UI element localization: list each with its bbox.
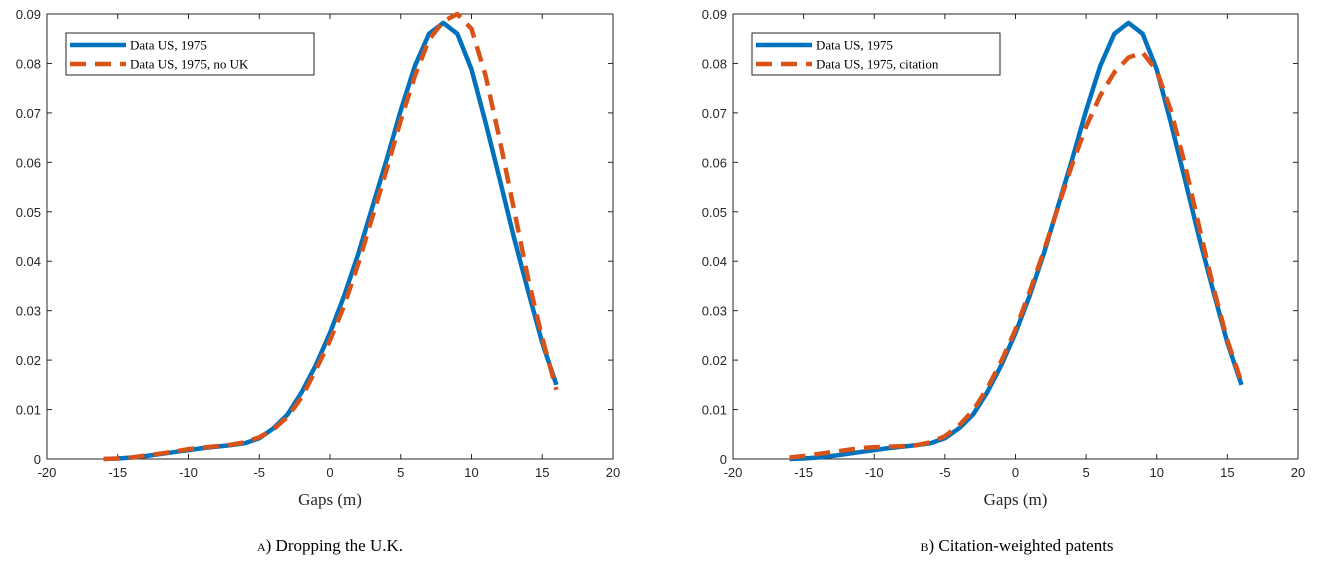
x-tick-label: 0 [1012,465,1019,480]
legend: Data US, 1975 Data US, 1975, no UK [65,32,315,76]
legend-label-1: Data US, 1975 [816,38,893,53]
y-tick-label: 0.05 [16,205,41,220]
legend-label-1: Data US, 1975 [130,38,207,53]
x-tick-label: 10 [1150,465,1164,480]
legend-box [751,32,1001,76]
y-tick-label: 0.09 [16,7,41,22]
x-tick-label: -5 [939,465,951,480]
legend-box [65,32,315,76]
y-tick-label: 0.07 [702,106,727,121]
y-tick-label: 0.04 [702,254,727,269]
x-tick-label: 20 [1291,465,1305,480]
y-tick-label: 0.07 [16,106,41,121]
y-tick-label: 0 [720,452,727,467]
x-tick-label: -20 [724,465,743,480]
y-tick-label: 0.01 [702,403,727,418]
y-tick-label: 0.05 [702,205,727,220]
panel-caption-label: a) [257,536,271,555]
x-tick-label: 20 [606,465,620,480]
x-tick-label: 10 [464,465,478,480]
panel-caption-text: Dropping the U.K. [271,536,403,555]
y-tick-label: 0.06 [16,155,41,170]
x-axis-label: Gaps (m) [984,490,1048,509]
y-tick-label: 0.06 [702,155,727,170]
y-tick-label: 0.03 [16,304,41,319]
y-tick-label: 0.02 [16,353,41,368]
y-tick-label: 0 [34,452,41,467]
y-tick-label: 0.08 [16,56,41,71]
x-tick-label: -15 [794,465,813,480]
y-tick-label: 0.04 [16,254,41,269]
legend: Data US, 1975 Data US, 1975, citation [751,32,1001,76]
y-tick-label: 0.01 [16,403,41,418]
x-tick-label: 15 [1220,465,1234,480]
legend-label-2: Data US, 1975, citation [816,57,939,72]
series-line-2 [789,50,1244,460]
y-tick-label: 0.09 [702,7,727,22]
panel-caption-text: Citation-weighted patents [934,536,1113,555]
plot-area [46,13,614,460]
x-tick-label: -5 [253,465,265,480]
chart-panel-1: -20 -15 -10 -5 0 5 10 15 20 0 0.01 0.02 0.03 0.04 0.05… [16,7,621,555]
x-tick-label: -20 [38,465,57,480]
x-axis-label: Gaps (m) [298,490,362,509]
x-tick-label: -10 [179,465,198,480]
plot-area [732,13,1299,460]
x-tick-label: 0 [326,465,333,480]
y-tick-label: 0.02 [702,353,727,368]
panel-caption: b) Citation-weighted patents [920,536,1113,555]
chart-panel-2: -20 -15 -10 -5 0 5 10 15 20 0 0.01 0.02 0.03 0.04 0.05… [702,7,1306,555]
y-tick-label: 0.03 [702,304,727,319]
panel-caption: a) Dropping the U.K. [257,536,403,555]
x-tick-label: 5 [397,465,404,480]
panel-caption-label: b) [920,536,934,555]
y-tick-label: 0.08 [702,56,727,71]
x-tick-label: -10 [865,465,884,480]
x-tick-label: 15 [535,465,549,480]
legend-label-2: Data US, 1975, no UK [130,57,249,72]
x-tick-label: -15 [108,465,127,480]
series-line-2 [103,11,559,462]
x-tick-label: 5 [1083,465,1090,480]
